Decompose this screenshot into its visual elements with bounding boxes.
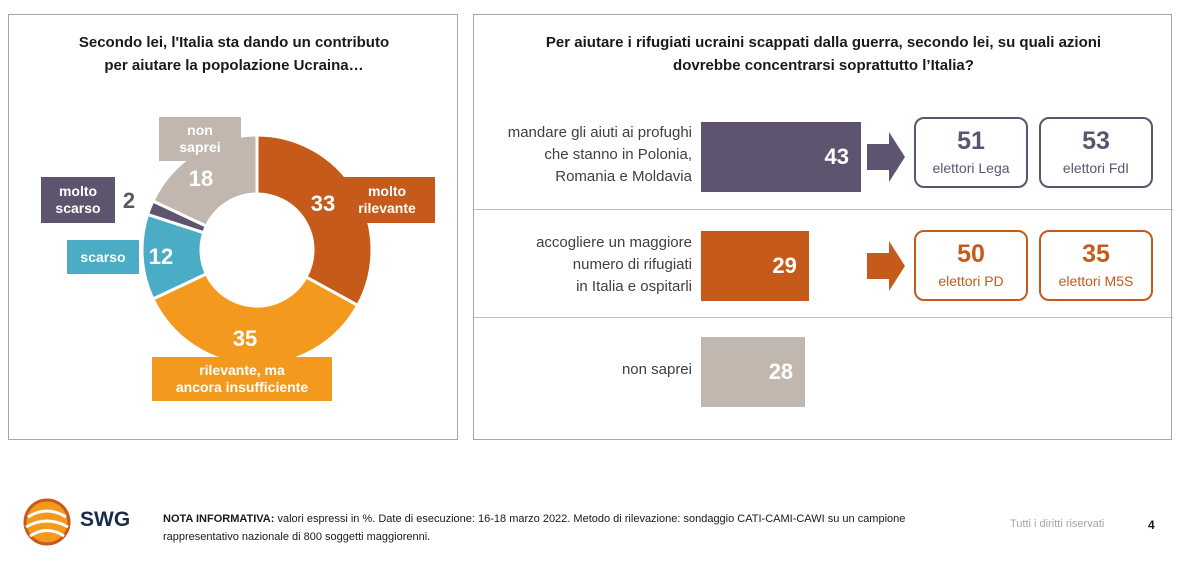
bar-category-label-accogliere-rifugiati: accogliere un maggiore numero di rifugia…	[474, 232, 692, 298]
category-line: Romania e Moldavia	[555, 168, 692, 185]
label-line: molto	[58, 183, 98, 199]
footer-note: NOTA INFORMATIVA: valori espressi in %. …	[163, 510, 983, 546]
label-line: rilevante	[358, 200, 416, 216]
voter-box-fdi: 53 elettori FdI	[1039, 117, 1153, 188]
category-line: accogliere un maggiore	[536, 234, 692, 251]
right-title-line-2: dovrebbe concentrarsi soprattutto l’Ital…	[673, 57, 974, 74]
label-line: molto	[367, 183, 407, 199]
donut-value-scarso: 12	[148, 244, 174, 269]
voter-box-label: elettori Lega	[932, 160, 1010, 176]
right-chart-title: Per aiutare i rifugiati ucraini scappati…	[474, 31, 1173, 77]
left-title-line-1: Secondo lei, l'Italia sta dando un contr…	[78, 34, 390, 51]
row-separator	[474, 317, 1173, 318]
voter-box-label: elettori FdI	[1062, 160, 1130, 176]
arrow-right-icon	[867, 132, 905, 182]
donut-value-non-saprei: 18	[188, 166, 214, 191]
page-number: 4	[1148, 518, 1155, 532]
right-title-line-1: Per aiutare i rifugiati ucraini scappati…	[545, 34, 1102, 51]
category-line: non saprei	[621, 361, 692, 378]
bar-accogliere-rifugiati: 29	[701, 231, 809, 301]
right-chart-panel: Per aiutare i rifugiati ucraini scappati…	[473, 14, 1173, 440]
donut-value-rilevante-insufficiente: 35	[232, 326, 258, 351]
row-separator	[474, 209, 1173, 210]
left-title-line-2: per aiutare la popolazione Ucraina…	[104, 57, 364, 74]
bar-category-label-non-saprei: non saprei	[474, 359, 692, 381]
label-line: saprei	[179, 139, 221, 155]
left-chart-title: Secondo lei, l'Italia sta dando un contr…	[9, 31, 459, 77]
voter-box-value: 35	[1082, 240, 1110, 268]
label-line: scarso	[55, 200, 101, 216]
voter-box-label: elettori M5S	[1058, 273, 1134, 289]
donut-label-rilevante-insufficiente: rilevante, ma ancora insufficiente	[152, 357, 332, 401]
voter-box-value: 50	[957, 240, 985, 268]
footer-note-text: valori espressi in %. Date di esecuzione…	[163, 513, 906, 543]
bar-value: 43	[824, 144, 849, 169]
bar-aiuti-profughi: 43	[701, 122, 861, 192]
category-line: che stanno in Polonia,	[544, 146, 692, 163]
donut-slice-rilevante-insufficiente	[150, 271, 360, 367]
voter-box-lega: 51 elettori Lega	[914, 117, 1028, 188]
bar-non-saprei: 28	[701, 337, 806, 407]
voter-box-value: 51	[957, 127, 985, 155]
footer-note-label: NOTA INFORMATIVA:	[163, 513, 275, 525]
donut-label-non-saprei: non saprei	[159, 117, 241, 161]
category-line: numero di rifugiati	[572, 256, 692, 273]
voter-box-m5s: 35 elettori M5S	[1039, 230, 1153, 301]
bar-category-label-aiuti-profughi: mandare gli aiuti ai profughi che stanno…	[474, 122, 692, 188]
label-line: non	[187, 122, 213, 138]
category-line: in Italia e ospitarli	[576, 278, 692, 295]
arrow-right-icon	[867, 241, 905, 291]
label-line: ancora insufficiente	[175, 379, 309, 395]
donut-label-molto-scarso: molto scarso	[41, 177, 115, 223]
donut-label-molto-rilevante: molto rilevante	[339, 177, 435, 223]
voter-box-pd: 50 elettori PD	[914, 230, 1028, 301]
voter-box-value: 53	[1082, 127, 1110, 155]
footer-rights: Tutti i diritti riservati	[1010, 518, 1105, 530]
bar-value: 28	[768, 359, 794, 384]
bar-value: 29	[772, 253, 797, 278]
swg-logo-icon	[23, 498, 71, 546]
voter-box-label: elettori PD	[938, 273, 1004, 289]
donut-value-molto-rilevante: 33	[310, 191, 336, 216]
label-line: scarso	[80, 248, 126, 265]
category-line: mandare gli aiuti ai profughi	[507, 124, 692, 141]
donut-value-molto-scarso: 2	[122, 188, 136, 213]
donut-label-scarso: scarso	[67, 240, 139, 274]
label-line: rilevante, ma	[199, 362, 285, 378]
left-chart-panel: Secondo lei, l'Italia sta dando un contr…	[8, 14, 458, 440]
swg-logo-text: SWG	[80, 508, 131, 531]
